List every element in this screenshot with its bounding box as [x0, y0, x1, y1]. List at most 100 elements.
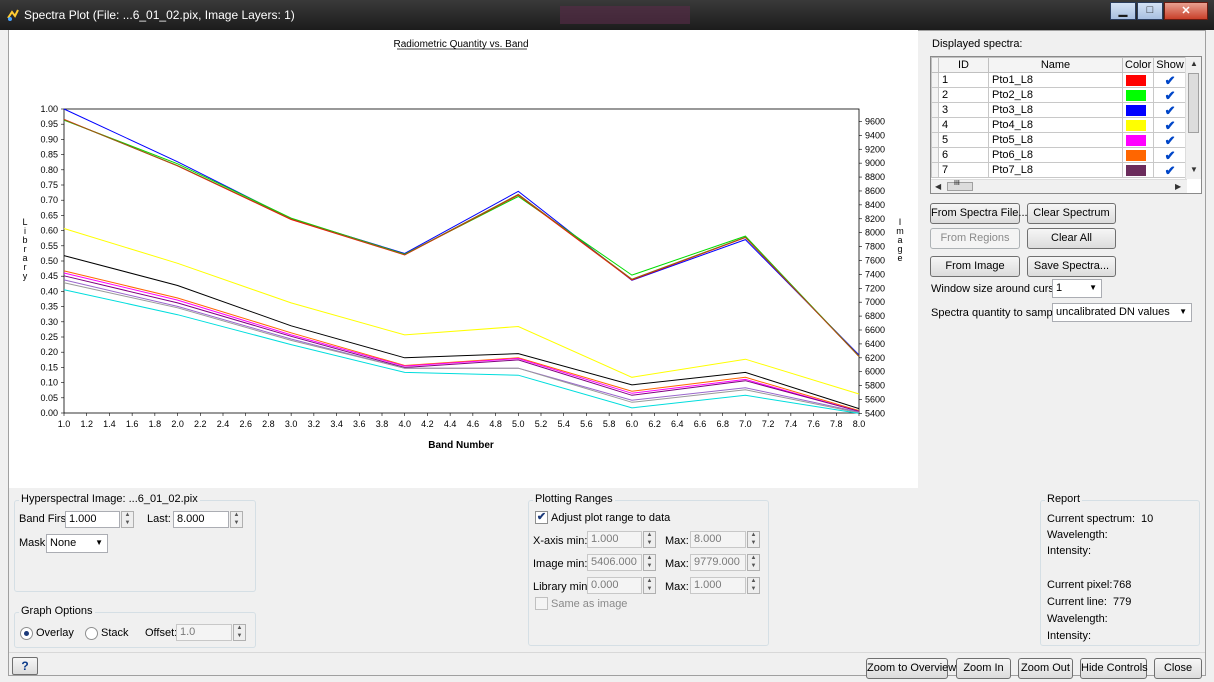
row-selector[interactable] [931, 147, 939, 163]
maximize-button[interactable]: □ [1137, 2, 1163, 20]
show-checkmark[interactable]: ✔ [1153, 147, 1187, 163]
from-spectra-file-button[interactable]: From Spectra File... [930, 203, 1028, 224]
spin-up-icon[interactable]: ▲ [750, 578, 757, 584]
from-image-button[interactable]: From Image [930, 256, 1020, 277]
color-swatch[interactable] [1126, 89, 1146, 101]
spectrum-color-cell[interactable] [1121, 87, 1155, 103]
stack-label[interactable]: Stack [101, 627, 129, 639]
row-selector[interactable] [931, 102, 939, 118]
spectra-row[interactable]: 6 Pto6_L8 ✔ [931, 147, 1187, 163]
show-checkmark[interactable]: ✔ [1153, 117, 1187, 133]
library-min-input[interactable]: 0.000 [587, 577, 642, 594]
spin-up-icon[interactable]: ▲ [236, 625, 243, 631]
image-min-input[interactable]: 5406.000 [587, 554, 642, 571]
close-window-button[interactable]: ✕ [1164, 2, 1208, 20]
color-swatch[interactable] [1126, 74, 1146, 86]
overlay-radio[interactable] [20, 627, 33, 640]
spin-up-icon[interactable]: ▲ [646, 578, 653, 584]
spectrum-color-cell[interactable] [1121, 162, 1155, 178]
clear-spectrum-button[interactable]: Clear Spectrum [1027, 203, 1116, 224]
image-max-spinner[interactable]: ▲ ▼ [747, 554, 760, 571]
spectra-row[interactable]: 2 Pto2_L8 ✔ [931, 87, 1187, 103]
same-as-image-checkbox[interactable] [535, 597, 548, 610]
spectrum-color-cell[interactable] [1121, 102, 1155, 118]
spin-down-icon[interactable]: ▼ [646, 586, 653, 592]
window-size-dropdown[interactable]: 1 ▼ [1052, 279, 1102, 298]
x-axis-min-spinner[interactable]: ▲ ▼ [643, 531, 656, 548]
grid-horizontal-scrollbar[interactable]: ◀ III ▶ [931, 179, 1187, 193]
library-max-input[interactable]: 1.000 [690, 577, 746, 594]
col-name-header[interactable]: Name [988, 57, 1123, 73]
same-as-image-label[interactable]: Same as image [551, 598, 628, 610]
spectra-row[interactable]: 5 Pto5_L8 ✔ [931, 132, 1187, 148]
library-min-spinner[interactable]: ▲ ▼ [643, 577, 656, 594]
show-checkmark[interactable]: ✔ [1153, 102, 1187, 118]
spectrum-color-cell[interactable] [1121, 72, 1155, 88]
row-selector[interactable] [931, 132, 939, 148]
col-id-header[interactable]: ID [938, 57, 989, 73]
clear-all-button[interactable]: Clear All [1027, 228, 1116, 249]
color-swatch[interactable] [1126, 104, 1146, 116]
color-swatch[interactable] [1126, 119, 1146, 131]
library-max-spinner[interactable]: ▲ ▼ [747, 577, 760, 594]
show-checkmark[interactable]: ✔ [1153, 162, 1187, 178]
spectra-row[interactable]: 7 Pto7_L8 ✔ [931, 162, 1187, 178]
spin-up-icon[interactable]: ▲ [750, 532, 757, 538]
scroll-right-icon[interactable]: ▶ [1175, 182, 1182, 191]
offset-input[interactable]: 1.0 [176, 624, 232, 641]
x-axis-min-input[interactable]: 1.000 [587, 531, 642, 548]
image-max-input[interactable]: 9779.000 [690, 554, 746, 571]
spectrum-color-cell[interactable] [1121, 117, 1155, 133]
mask-dropdown[interactable]: None ▼ [46, 534, 108, 553]
band-first-spinner[interactable]: ▲ ▼ [121, 511, 134, 528]
show-checkmark[interactable]: ✔ [1153, 72, 1187, 88]
color-swatch[interactable] [1126, 134, 1146, 146]
col-show-header[interactable]: Show [1153, 57, 1187, 73]
zoom-in-button[interactable]: Zoom In [956, 658, 1011, 679]
color-swatch[interactable] [1126, 149, 1146, 161]
from-regions-button[interactable]: From Regions [930, 228, 1020, 249]
scroll-up-icon[interactable]: ▲ [1190, 59, 1198, 68]
spin-down-icon[interactable]: ▼ [236, 633, 243, 639]
scroll-left-icon[interactable]: ◀ [935, 182, 942, 191]
spin-down-icon[interactable]: ▼ [646, 540, 653, 546]
spectra-quantity-dropdown[interactable]: uncalibrated DN values ▼ [1052, 303, 1192, 322]
plot-area[interactable]: Radiometric Quantity vs. Band 1.0 1.2 1.4 1… [9, 30, 918, 488]
show-checkmark[interactable]: ✔ [1153, 87, 1187, 103]
band-first-input[interactable]: 1.000 [65, 511, 120, 528]
spectra-row[interactable]: 4 Pto4_L8 ✔ [931, 117, 1187, 133]
grid-vertical-scrollbar[interactable]: ▲ ▼ [1185, 57, 1201, 179]
zoom-to-overview-button[interactable]: Zoom to Overview [866, 658, 956, 679]
spin-down-icon[interactable]: ▼ [750, 563, 757, 569]
spin-down-icon[interactable]: ▼ [750, 586, 757, 592]
spin-up-icon[interactable]: ▲ [233, 512, 240, 518]
offset-spinner[interactable]: ▲ ▼ [233, 624, 246, 641]
spin-up-icon[interactable]: ▲ [750, 555, 757, 561]
adjust-range-checkbox[interactable]: ✔ [535, 511, 548, 524]
hide-controls-button[interactable]: Hide Controls [1080, 658, 1148, 679]
spin-up-icon[interactable]: ▲ [646, 555, 653, 561]
color-swatch[interactable] [1126, 164, 1146, 176]
spectrum-color-cell[interactable] [1121, 132, 1155, 148]
band-last-input[interactable]: 8.000 [173, 511, 229, 528]
stack-radio[interactable] [85, 627, 98, 640]
spectrum-color-cell[interactable] [1121, 147, 1155, 163]
col-color-header[interactable]: Color [1121, 57, 1155, 73]
scroll-down-icon[interactable]: ▼ [1190, 165, 1198, 174]
save-spectra-button[interactable]: Save Spectra... [1027, 256, 1116, 277]
zoom-out-button[interactable]: Zoom Out [1018, 658, 1073, 679]
image-min-spinner[interactable]: ▲ ▼ [643, 554, 656, 571]
spin-down-icon[interactable]: ▼ [233, 520, 240, 526]
row-selector[interactable] [931, 117, 939, 133]
row-selector[interactable] [931, 87, 939, 103]
spin-down-icon[interactable]: ▼ [124, 520, 131, 526]
show-checkmark[interactable]: ✔ [1153, 132, 1187, 148]
grid-hscroll-thumb[interactable]: III [947, 180, 973, 191]
adjust-range-label[interactable]: Adjust plot range to data [551, 512, 671, 524]
x-axis-max-input[interactable]: 8.000 [690, 531, 746, 548]
x-axis-max-spinner[interactable]: ▲ ▼ [747, 531, 760, 548]
spectra-row[interactable]: 3 Pto3_L8 ✔ [931, 102, 1187, 118]
spin-down-icon[interactable]: ▼ [750, 540, 757, 546]
overlay-label[interactable]: Overlay [36, 627, 74, 639]
spin-up-icon[interactable]: ▲ [124, 512, 131, 518]
